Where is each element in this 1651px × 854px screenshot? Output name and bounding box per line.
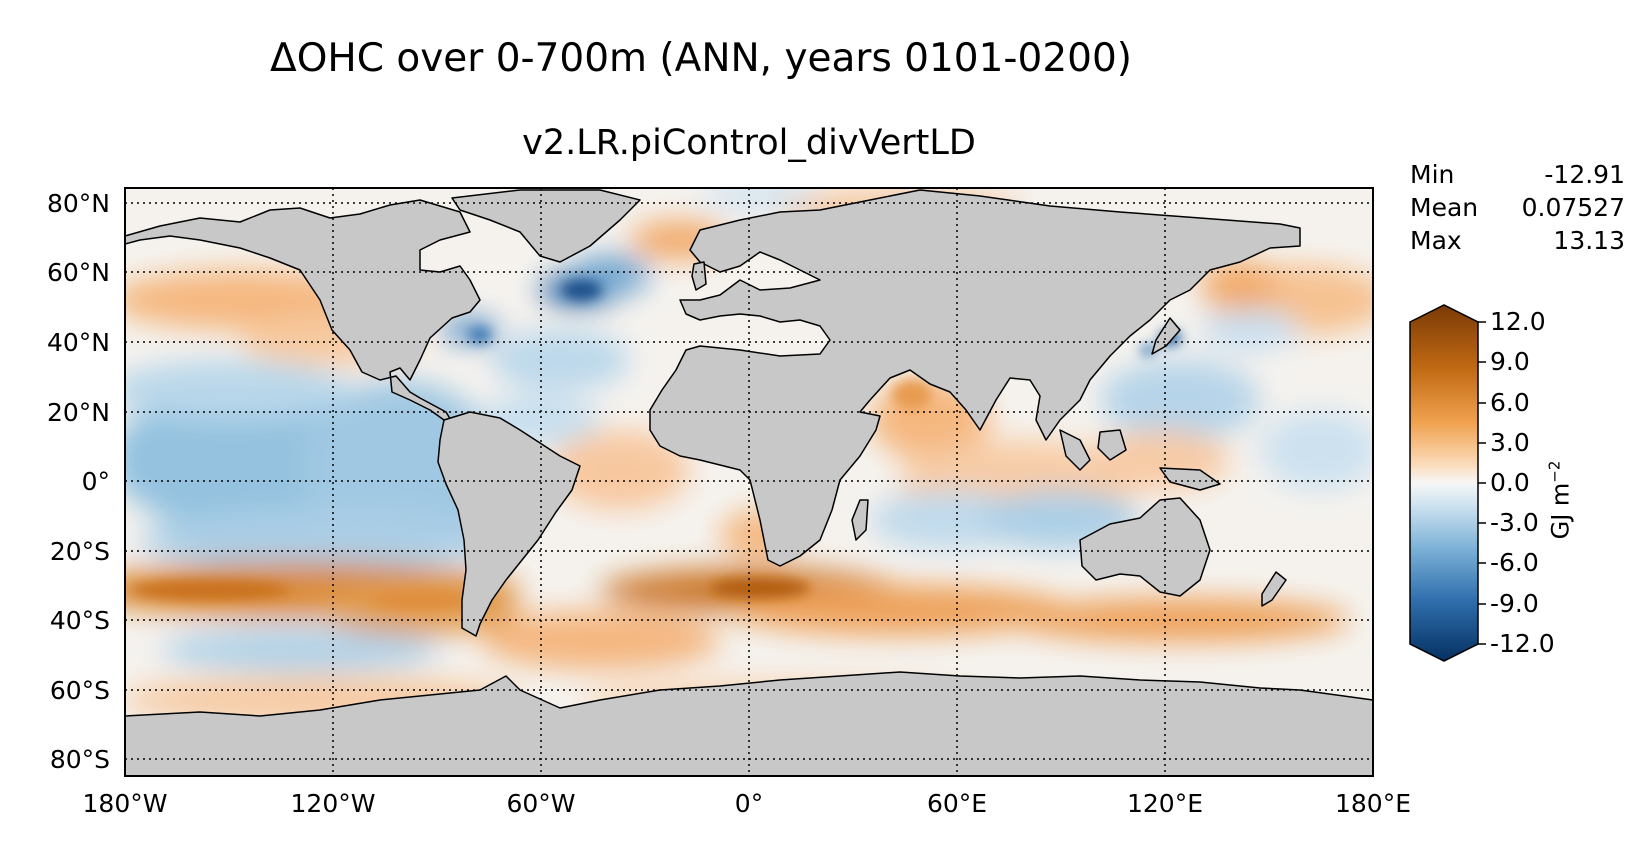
japan [1151, 317, 1181, 355]
colorbar-units-exp: −2 [1545, 460, 1564, 483]
stat-min-label: Min [1410, 160, 1455, 189]
lon-tick-60e: 60°E [927, 789, 987, 818]
colorbar-body [1409, 304, 1479, 662]
stat-max-value: 13.13 [1553, 226, 1625, 255]
map-frame [124, 187, 1374, 777]
lat-tick-40n: 40°N [47, 328, 110, 357]
lon-tick-120e: 120°E [1127, 789, 1203, 818]
stat-min: Min -12.91 [1410, 158, 1625, 191]
stats-panel: Min -12.91 Mean 0.07527 Max 13.13 [1410, 158, 1625, 257]
borneo-sumatra [1059, 429, 1127, 471]
stat-max-label: Max [1410, 226, 1462, 255]
colorbar-label-neg3: -3.0 [1490, 508, 1539, 537]
south-america [437, 411, 581, 637]
lat-tick-60n: 60°N [47, 258, 110, 287]
lon-tick-0: 0° [735, 789, 763, 818]
colorbar-label-9: 9.0 [1490, 347, 1530, 376]
colorbar-label-12: 12.0 [1490, 307, 1546, 336]
lon-tick-120w: 120°W [291, 789, 376, 818]
lat-tick-20s: 20°S [50, 537, 110, 566]
colorbar-label-neg12: -12.0 [1490, 629, 1555, 658]
stat-mean: Mean 0.07527 [1410, 191, 1625, 224]
lat-tick-20n: 20°N [47, 398, 110, 427]
colorbar-label-0: 0.0 [1490, 468, 1530, 497]
map-title: ΔOHC over 0-700m (ANN, years 0101-0200) [270, 36, 1132, 81]
madagascar [851, 499, 869, 541]
colorbar-label-neg9: -9.0 [1490, 589, 1539, 618]
lat-tick-80s: 80°S [50, 745, 110, 774]
new-guinea [1159, 467, 1221, 491]
africa-eurasia [649, 189, 1301, 567]
lon-tick-180e: 180°E [1335, 789, 1411, 818]
map-panel [125, 188, 1373, 776]
colorbar-units-main: GJ m [1546, 482, 1575, 540]
australia [1079, 497, 1211, 597]
colorbar [1409, 304, 1486, 662]
colorbar-ticks [1478, 321, 1486, 645]
colorbar-label-3: 3.0 [1490, 428, 1530, 457]
lat-tick-80n: 80°N [47, 189, 110, 218]
colorbar-label-neg6: -6.0 [1490, 548, 1539, 577]
lon-tick-60w: 60°W [506, 789, 575, 818]
stat-min-value: -12.91 [1544, 160, 1625, 189]
greenland [451, 189, 641, 263]
stat-mean-value: 0.07527 [1521, 193, 1625, 222]
stat-mean-label: Mean [1410, 193, 1479, 222]
lat-tick-0: 0° [82, 467, 110, 496]
new-zealand [1261, 571, 1287, 607]
map-subtitle: v2.LR.piControl_divVertLD [522, 123, 976, 163]
stat-max: Max 13.13 [1410, 224, 1625, 257]
colorbar-label-6: 6.0 [1490, 388, 1530, 417]
colorbar-units: GJ m−2 [1546, 461, 1575, 540]
lat-tick-60s: 60°S [50, 676, 110, 705]
north-america [125, 199, 481, 423]
uk [691, 261, 707, 291]
lat-tick-40s: 40°S [50, 606, 110, 635]
gridlines [125, 188, 1373, 776]
lon-tick-180w: 180°W [83, 789, 168, 818]
